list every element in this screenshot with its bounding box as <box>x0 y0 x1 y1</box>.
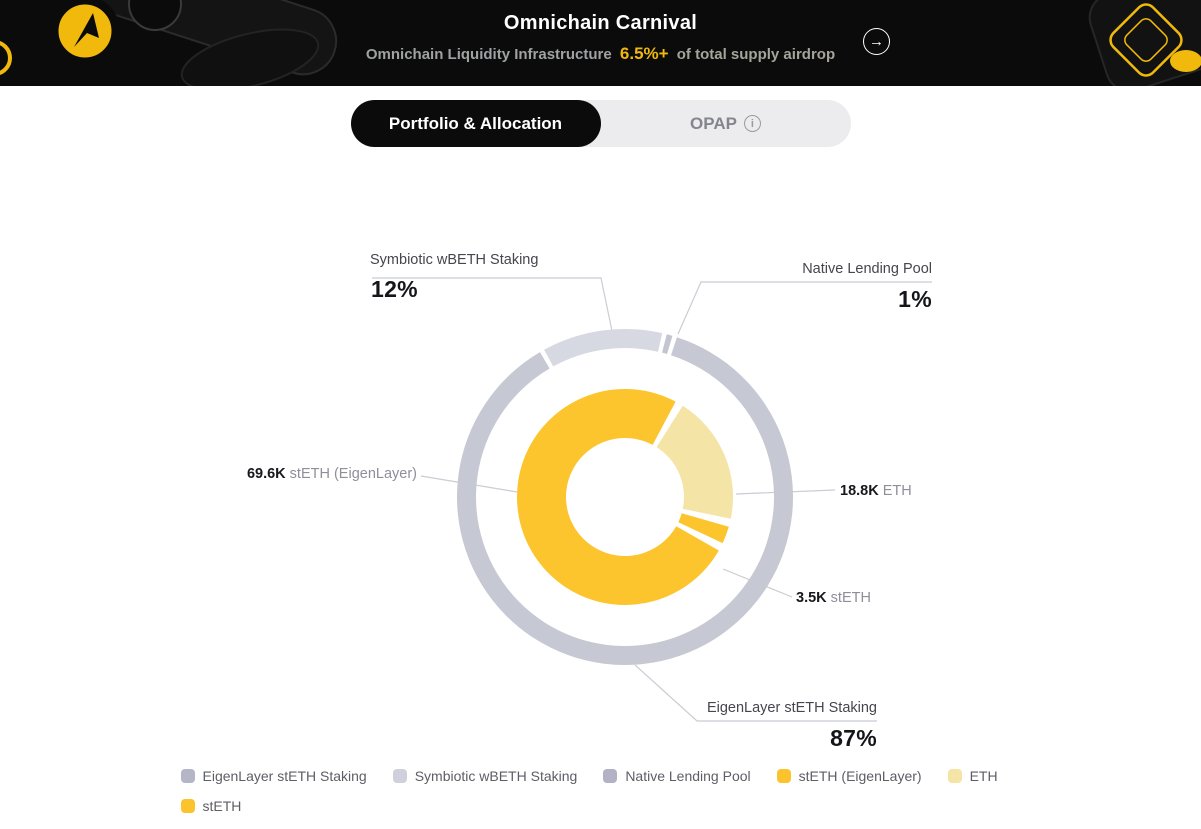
info-circle-icon: i <box>743 115 761 132</box>
legend-label: stETH <box>202 798 242 814</box>
callout-eth-label: ETH <box>882 483 912 499</box>
tab-portfolio-allocation[interactable]: Portfolio & Allocation <box>350 100 601 147</box>
legend-label: stETH (EigenLayer) <box>798 768 922 784</box>
legend-swatch-icon <box>392 769 407 783</box>
header-subtitle: Omnichain Liquidity Infrastructure 6.5%+… <box>0 44 1201 64</box>
callout-native-pct: 1% <box>898 286 932 312</box>
legend-item-steth: stETH <box>180 798 242 814</box>
callout-eth: 18.8K ETH <box>840 483 912 499</box>
callout-eigenlayer-name: EigenLayer stETH Staking <box>706 700 877 716</box>
tab-opap[interactable]: OPAP i <box>601 100 851 147</box>
legend-swatch-icon <box>603 769 618 783</box>
legend-swatch-icon <box>180 769 195 783</box>
legend-swatch-icon <box>180 799 195 813</box>
tab-bar: Portfolio & Allocation OPAP i <box>350 100 851 147</box>
legend-item-eigenlayer-steth-staking: EigenLayer stETH Staking <box>180 768 367 784</box>
page-title: Omnichain Carnival <box>503 12 698 34</box>
legend-label: Symbiotic wBETH Staking <box>414 768 578 784</box>
segment-symbiotic-wbeth-staking[interactable] <box>544 328 663 367</box>
legend-label: ETH <box>969 768 998 784</box>
callout-steth-eigenlayer-value: 69.6K <box>246 466 286 482</box>
segment-native-lending-pool[interactable] <box>662 334 673 355</box>
legend-label: EigenLayer stETH Staking <box>202 768 367 784</box>
legend-item-symbiotic-wbeth-staking: Symbiotic wBETH Staking <box>392 768 578 784</box>
callout-eigenlayer-pct: 87% <box>830 725 877 751</box>
callout-native-name: Native Lending Pool <box>802 261 932 277</box>
segment-eigenlayer-steth-staking[interactable] <box>457 337 794 666</box>
legend-swatch-icon <box>776 769 791 783</box>
segment-eth[interactable] <box>656 405 734 519</box>
callout-steth-eigenlayer-label: stETH (EigenLayer) <box>289 466 417 482</box>
callout-symbiotic-pct: 12% <box>371 276 418 302</box>
header-text-block: Omnichain Carnival Omnichain Liquidity I… <box>0 12 1201 64</box>
subtitle-right: of total supply airdrop <box>676 46 836 63</box>
callout-symbiotic-name: Symbiotic wBETH Staking <box>370 252 539 268</box>
subtitle-left: Omnichain Liquidity Infrastructure <box>365 46 612 63</box>
tab-opap-label: OPAP <box>690 113 737 133</box>
legend-label: Native Lending Pool <box>625 768 751 784</box>
leader-native <box>677 281 932 335</box>
outer-ring <box>457 328 794 666</box>
header-arrow-button[interactable]: → <box>863 28 890 55</box>
header: Omnichain Carnival Omnichain Liquidity I… <box>0 0 1201 86</box>
callout-steth: 3.5K stETH <box>796 590 871 606</box>
leader-eigenlayer <box>634 664 877 722</box>
legend-item-steth-eigenlayer: stETH (EigenLayer) <box>776 768 922 784</box>
chart-legend: EigenLayer stETH Staking Symbiotic wBETH … <box>180 768 1021 814</box>
callout-eth-value: 18.8K <box>840 483 879 499</box>
subtitle-highlight: 6.5%+ <box>619 44 669 63</box>
legend-item-native-lending-pool: Native Lending Pool <box>603 768 751 784</box>
legend-item-eth: ETH <box>947 768 998 784</box>
callout-steth-label: stETH <box>830 590 871 606</box>
leader-symbiotic <box>372 277 613 332</box>
allocation-chart: Symbiotic wBETH Staking 12% Native Lendi… <box>0 160 1201 829</box>
donut-chart-svg <box>372 277 932 722</box>
segment-steth[interactable] <box>678 513 729 544</box>
legend-swatch-icon <box>947 769 962 783</box>
tab-portfolio-allocation-label: Portfolio & Allocation <box>388 113 563 133</box>
inner-ring <box>516 388 734 605</box>
segment-steth-eigenlayer[interactable] <box>516 388 719 605</box>
callout-steth-value: 3.5K <box>796 590 827 606</box>
callout-steth-eigenlayer: 69.6K stETH (EigenLayer) <box>247 466 417 482</box>
